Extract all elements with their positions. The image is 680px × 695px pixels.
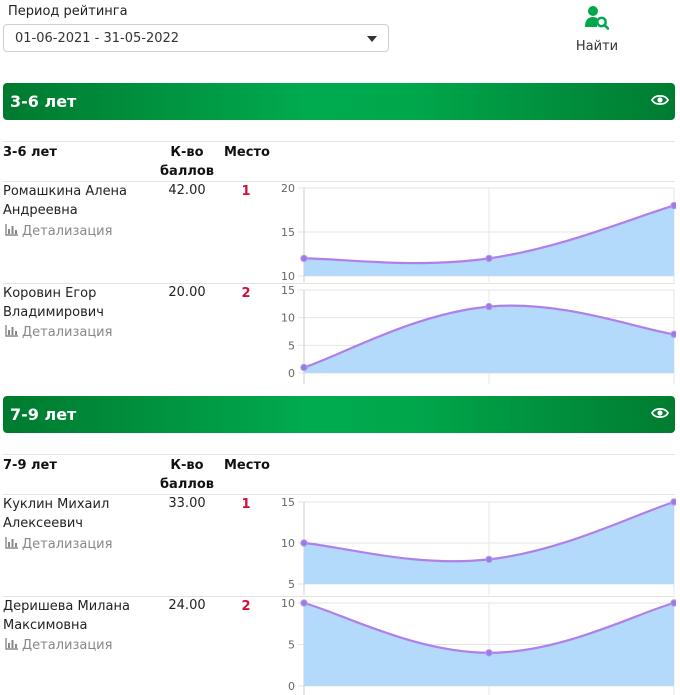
column-header-score-line1: К-во [170,145,204,160]
y-tick-label: 20 [281,182,295,195]
y-tick-label: 15 [281,496,295,509]
data-point [670,498,676,506]
y-tick-label: 5 [288,339,295,352]
detail-label: Детализация [22,325,113,340]
participant-name: Коровин Егор Владимирович [3,284,153,322]
column-header-score-line1: К-во [170,458,204,473]
data-point [485,254,493,263]
data-point [300,599,308,607]
bar-chart-icon [5,638,18,650]
score-chart: 10 5 0 [281,597,676,695]
table-divider [3,141,675,142]
series-area [304,205,674,276]
place-value: 1 [241,184,251,199]
column-header-place: Место [224,458,270,473]
period-select[interactable]: 01-06-2021 - 31-05-2022 [3,24,389,52]
column-header-score: К-во баллов [157,456,217,494]
place-value: 1 [241,497,251,512]
table-divider [3,181,675,182]
group-title: 3-6 лет [10,92,77,111]
y-tick-label: 5 [288,578,295,591]
period-label: Период рейтинга [8,4,128,19]
bar-chart-icon [5,537,18,549]
column-header-score-line2: баллов [159,477,215,492]
column-header-score-line2: баллов [159,164,215,179]
y-tick-label: 10 [281,270,295,282]
score-chart: 15 10 5 0 [281,284,676,384]
participant-name-line2: Максимовна [3,618,88,633]
detail-link[interactable]: Детализация [5,325,112,340]
bar-chart-icon [5,224,18,236]
column-header-name: 3-6 лет [3,145,57,160]
y-tick-label: 15 [281,226,295,239]
column-header-score: К-во баллов [157,143,217,181]
group-header-7-9[interactable]: 7-9 лет [3,396,675,433]
y-tick-label: 0 [288,680,295,693]
score-chart: 15 10 5 [281,496,676,595]
column-header-name: 7-9 лет [3,458,57,473]
score-value: 42.00 [168,183,206,198]
table-divider [3,494,675,495]
data-point [670,330,676,338]
participant-name: Деришева Милана Максимовна [3,597,153,635]
score-value: 24.00 [168,598,206,613]
detail-link[interactable]: Детализация [5,224,112,239]
participant-name-line1: Ромашкина Алена [3,184,128,199]
score-value: 20.00 [168,285,206,300]
table-divider [3,454,675,455]
find-button-label: Найти [575,39,619,54]
period-select-value: 01-06-2021 - 31-05-2022 [15,31,180,46]
data-point [670,201,676,210]
data-point [300,363,308,372]
chevron-down-icon [367,36,377,42]
place-value: 2 [241,599,251,614]
y-tick-label: 10 [281,537,295,550]
data-point [670,599,676,607]
detail-label: Детализация [22,537,113,552]
data-point [300,254,308,263]
detail-link[interactable]: Детализация [5,537,112,552]
y-tick-label: 5 [288,639,295,652]
participant-name: Ромашкина Алена Андреевна [3,182,153,220]
participant-name-line2: Андреевна [3,203,78,218]
user-search-icon [585,6,609,30]
series-area [304,603,674,686]
column-header-place: Место [224,145,270,160]
detail-link[interactable]: Детализация [5,638,112,653]
place-value: 2 [241,286,251,301]
participant-name: Куклин Михаил Алексеевич [3,495,153,533]
detail-label: Детализация [22,224,113,239]
y-tick-label: 0 [288,367,295,380]
score-value: 33.00 [168,496,206,511]
participant-name-line1: Деришева Милана [3,599,130,614]
participant-name-line1: Куклин Михаил [3,497,110,512]
data-point [485,302,493,311]
participant-name-line2: Алексеевич [3,516,83,531]
series-area [304,305,674,373]
eye-icon[interactable] [651,406,669,420]
y-tick-label: 10 [281,312,295,325]
group-header-3-6[interactable]: 3-6 лет [3,83,675,120]
find-button[interactable]: Найти [560,3,634,55]
data-point [485,555,493,564]
data-point [300,539,308,547]
y-tick-label: 15 [281,284,295,297]
participant-name-line2: Владимирович [3,305,104,320]
group-title: 7-9 лет [10,405,77,424]
table-divider [3,283,675,284]
y-tick-label: 10 [281,597,295,610]
participant-name-line1: Коровин Егор [3,286,97,301]
series-area [304,502,674,584]
detail-label: Детализация [22,638,113,653]
data-point [485,649,493,657]
eye-icon[interactable] [651,93,669,107]
table-divider [3,596,675,597]
bar-chart-icon [5,325,18,337]
score-chart: 20 15 10 [281,182,676,282]
